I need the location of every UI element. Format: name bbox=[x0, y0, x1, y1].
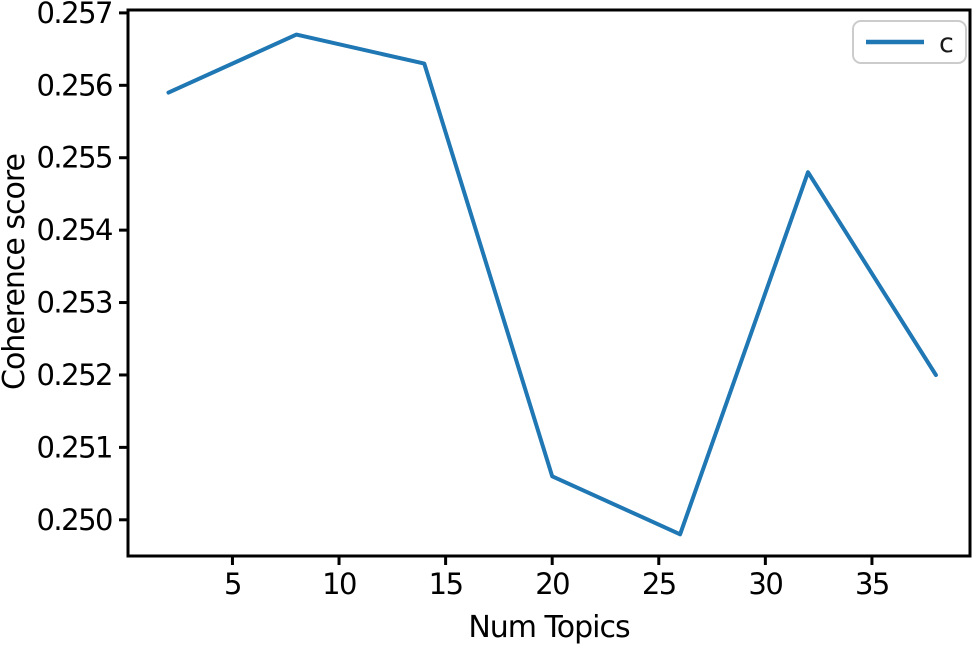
x-axis-label: Num Topics bbox=[468, 610, 630, 645]
x-tick-label: 35 bbox=[855, 567, 889, 601]
y-tick-label: 0.252 bbox=[36, 358, 112, 392]
x-tick-label: 10 bbox=[322, 567, 356, 601]
x-tick-label: 15 bbox=[429, 567, 463, 601]
line-series-c bbox=[166, 32, 938, 537]
legend-entry-label: c bbox=[939, 28, 954, 59]
legend: c bbox=[852, 20, 967, 64]
x-axis-ticks: 5 10 15 20 25 30 35 bbox=[224, 556, 890, 601]
y-tick-label: 0.251 bbox=[36, 430, 112, 464]
y-tick-label: 0.255 bbox=[36, 141, 112, 175]
plot-area-border bbox=[126, 8, 972, 558]
y-tick-label: 0.250 bbox=[36, 503, 112, 537]
x-tick-label: 30 bbox=[748, 567, 782, 601]
y-axis-ticks: 0.250 0.251 0.252 0.253 0.254 0.255 0.256 0.257 bbox=[36, 0, 128, 537]
y-axis-label: Coherence score bbox=[0, 154, 32, 390]
x-tick-label: 5 bbox=[224, 567, 241, 601]
y-tick-label: 0.253 bbox=[36, 286, 112, 320]
y-tick-label: 0.257 bbox=[36, 0, 112, 30]
y-tick-label: 0.256 bbox=[36, 68, 112, 102]
x-tick-label: 25 bbox=[642, 567, 676, 601]
y-tick-label: 0.254 bbox=[36, 213, 112, 247]
x-tick-label: 20 bbox=[535, 567, 569, 601]
